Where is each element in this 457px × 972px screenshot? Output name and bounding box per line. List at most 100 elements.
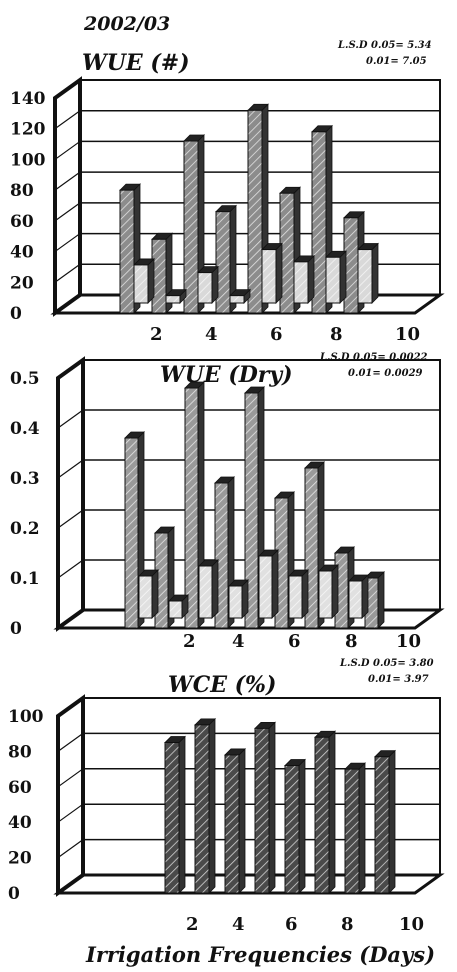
bar-side (331, 564, 339, 619)
wall-gridline (57, 874, 84, 894)
x-tick-label: 2 (186, 914, 199, 935)
bar (261, 249, 277, 304)
chart-side-wall (56, 356, 85, 632)
bar-side (361, 574, 369, 619)
x-tick-label: 2 (150, 324, 163, 345)
wall-gridline (54, 140, 81, 160)
bar-side (301, 569, 309, 619)
panel-title: WUE (#) (82, 50, 190, 76)
y-tick-label: 0.4 (10, 419, 40, 439)
y-tick-label: 0 (10, 619, 22, 639)
bar (165, 295, 181, 304)
bar-side (377, 571, 385, 629)
y-tick-label: 40 (10, 243, 34, 263)
y-tick-label: 0.1 (10, 569, 40, 589)
y-tick-label: 80 (10, 181, 34, 201)
bar (258, 555, 273, 619)
wall-gridline (57, 559, 84, 579)
bar-side (271, 549, 279, 619)
bar (229, 295, 245, 304)
bar (124, 437, 139, 629)
panel-title: WUE (Dry) (160, 362, 293, 388)
chart-panel: WCE (%) L.S.D 0.05= 3.80 0.01= 3.97 0 20 40 60… (8, 658, 445, 935)
bar (254, 727, 270, 894)
wall-gridline (54, 263, 81, 283)
lsd-note: L.S.D 0.05= 3.80 (339, 658, 434, 669)
x-tick-label: 8 (330, 324, 343, 345)
wall-gridline (57, 609, 84, 629)
bar (198, 565, 213, 619)
wall-gridline (57, 409, 84, 429)
y-tick-label: 60 (10, 212, 34, 232)
bar-side (307, 254, 315, 304)
bar (374, 756, 390, 894)
wall-gridline (54, 294, 81, 314)
x-tick-label: 2 (183, 631, 196, 652)
bar (119, 189, 135, 314)
wall-gridline (54, 233, 81, 253)
y-tick-label: 0.3 (10, 469, 40, 489)
x-tick-label: 10 (395, 324, 420, 345)
x-axis-label: Irrigation Frequencies (Days) (85, 942, 435, 967)
y-tick-label: 120 (10, 120, 46, 140)
bar (344, 768, 360, 894)
bar (348, 580, 363, 619)
panel-title: WCE (%) (168, 672, 276, 698)
lsd-note: L.S.D 0.05= 5.34 (337, 40, 432, 51)
x-tick-label: 6 (270, 324, 283, 345)
wall-gridline (57, 803, 84, 823)
bar-side (147, 257, 155, 304)
y-tick-label: 0 (10, 304, 22, 324)
bar-side (358, 762, 366, 894)
bar-side (268, 721, 276, 894)
chart-panel: WUE (Dry) L.S.D 0.05= 0.0022 0.01= 0.0029 0… (10, 352, 445, 652)
season-label: 2002/03 (83, 13, 170, 35)
chart-side-wall (56, 694, 85, 897)
bar (311, 131, 327, 314)
y-tick-label: 20 (8, 849, 32, 869)
y-tick-label: 100 (8, 707, 44, 727)
y-tick-label: 0 (8, 884, 20, 904)
bar (318, 570, 333, 619)
wall-gridline (57, 459, 84, 479)
bar-side (238, 747, 246, 894)
lsd-note: 0.01= 0.0029 (348, 368, 423, 379)
wall-gridline (54, 202, 81, 222)
y-tick-label: 0.2 (10, 519, 40, 539)
wall-gridline (57, 509, 84, 529)
bar-side (208, 717, 216, 894)
bar (224, 754, 240, 894)
x-tick-label: 6 (285, 914, 298, 935)
bar-side (275, 242, 283, 304)
bar-side (241, 579, 249, 619)
y-tick-label: 40 (8, 813, 32, 833)
bar (314, 736, 330, 894)
wall-gridline (54, 171, 81, 191)
wall-gridline (57, 359, 84, 379)
lsd-note: 0.01= 7.05 (366, 56, 427, 67)
x-tick-label: 8 (345, 631, 358, 652)
wall-gridline (54, 79, 81, 99)
bar-side (388, 749, 396, 894)
lsd-note: L.S.D 0.05= 0.0022 (319, 352, 428, 363)
wall-gridline (57, 839, 84, 859)
bar (215, 211, 231, 314)
x-tick-label: 4 (232, 914, 245, 935)
bar (164, 742, 180, 894)
bar (184, 387, 199, 629)
bar (133, 264, 149, 304)
wall-gridline (57, 697, 84, 717)
bar (244, 392, 259, 629)
bar-side (211, 559, 219, 619)
bar (325, 256, 341, 304)
x-tick-label: 6 (288, 631, 301, 652)
bar (357, 249, 373, 304)
wall-gridline (57, 732, 84, 752)
bar-side (339, 250, 347, 304)
x-tick-label: 8 (341, 914, 354, 935)
bar (288, 575, 303, 619)
y-tick-label: 0.5 (10, 369, 40, 389)
bar (293, 261, 309, 304)
bar-side (328, 730, 336, 894)
